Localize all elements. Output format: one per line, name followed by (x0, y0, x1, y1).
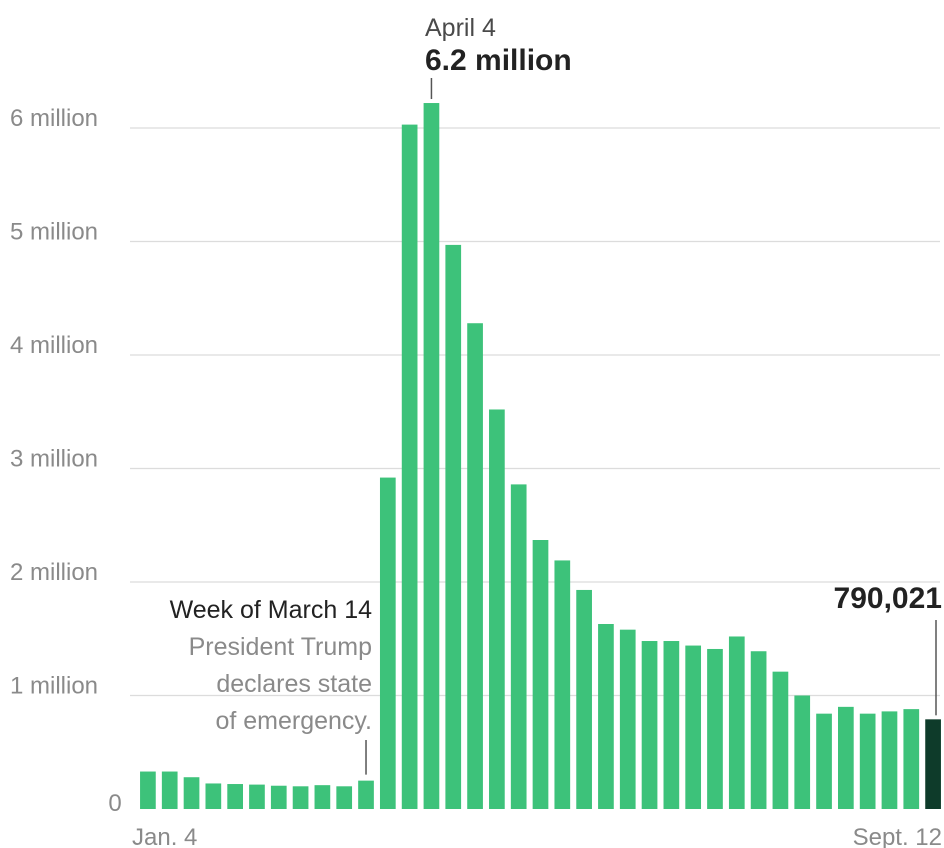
bar (161, 771, 178, 809)
bar (663, 641, 680, 809)
bar (140, 771, 156, 809)
bar (554, 560, 571, 809)
peak-date-label: April 4 (425, 14, 496, 42)
bar (750, 651, 767, 809)
bar (379, 477, 396, 809)
bar (336, 786, 353, 809)
y-tick-label: 3 million (10, 446, 98, 473)
bar-latest (925, 719, 941, 809)
bar (576, 589, 592, 809)
bar (292, 786, 309, 809)
y-tick-label: 1 million (10, 673, 98, 700)
bar (510, 484, 527, 809)
y-tick-label: 5 million (10, 219, 98, 246)
latest-annotation: 790,021 (834, 582, 942, 716)
bar (205, 783, 222, 809)
bar (445, 244, 462, 809)
march-annotation: Week of March 14 President Trump declare… (170, 596, 373, 775)
bar (314, 785, 331, 809)
peak-annotation: April 4 6.2 million (425, 14, 572, 100)
bar (249, 784, 265, 809)
march-line-2: declares state (216, 670, 372, 698)
bar (794, 695, 811, 809)
bars (140, 103, 941, 810)
latest-value-label: 790,021 (834, 582, 942, 615)
bar (903, 709, 920, 809)
bar (881, 711, 898, 809)
bar (619, 629, 636, 809)
bar (598, 624, 614, 809)
peak-value-label: 6.2 million (425, 44, 572, 77)
bar (859, 713, 876, 809)
bar (772, 671, 789, 809)
bar (532, 540, 549, 809)
y-axis-tick-labels: 0 1 million 2 million 3 million 4 million 5 m… (10, 105, 122, 817)
march-line-1: President Trump (189, 633, 372, 661)
march-heading: Week of March 14 (170, 596, 373, 624)
y-tick-label: 0 (108, 790, 121, 817)
bar (270, 785, 287, 809)
bar (816, 713, 832, 809)
bar (641, 641, 658, 809)
bar (227, 784, 243, 809)
bar (467, 323, 483, 809)
y-tick-label: 2 million (10, 559, 98, 586)
march-line-3: of emergency. (215, 707, 372, 735)
bar (183, 777, 200, 809)
x-tick-last: Sept. 12 (853, 824, 942, 848)
bar (423, 103, 440, 809)
bar (489, 409, 505, 809)
bar (685, 645, 702, 809)
bar (728, 636, 745, 809)
bar (838, 706, 854, 809)
bar (401, 124, 418, 810)
y-tick-label: 4 million (10, 332, 98, 359)
y-tick-label: 6 million (10, 105, 98, 132)
x-axis-tick-labels: Jan. 4 Sept. 12 (132, 824, 942, 848)
bar (707, 648, 723, 809)
x-tick-first: Jan. 4 (132, 824, 197, 848)
bar (358, 780, 374, 810)
